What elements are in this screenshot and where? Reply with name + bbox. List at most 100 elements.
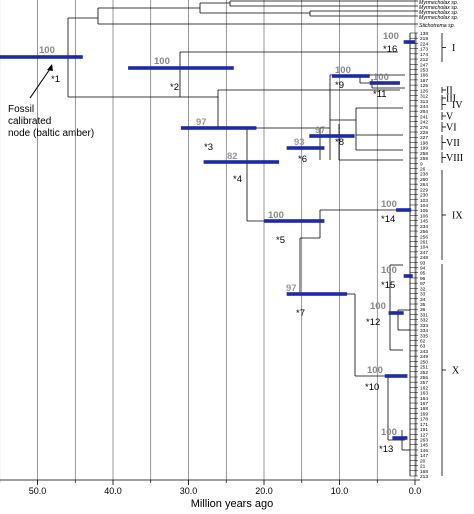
node-label: *16 [383, 44, 397, 55]
tip-label: 146 [420, 448, 428, 454]
tip-label: 213 [420, 474, 428, 480]
tree-branches [67, 0, 418, 477]
outgroup-label: Myrmecholax sp. [419, 10, 458, 16]
node-ci-bar [396, 208, 412, 212]
axis-tick-label: 20.0 [255, 486, 273, 496]
node-label: *2 [170, 82, 179, 93]
tip-label: 106 [420, 213, 428, 219]
fossil-label-line2: calibrated [8, 116, 51, 127]
tip-label: 247 [420, 250, 428, 256]
tip-label: 34 [420, 297, 426, 303]
axis-tick-label: 50.0 [29, 486, 47, 496]
tip-label: 9 [420, 161, 423, 167]
tip-label: 228 [420, 130, 428, 136]
tip-label: 191 [420, 427, 428, 433]
tip-label: 243 [420, 349, 428, 355]
tip-label: 21 [420, 464, 426, 470]
node-label: *6 [298, 154, 307, 165]
tip-label: 198 [420, 140, 428, 146]
tip-label: 312 [420, 94, 428, 100]
tip-label: 234 [420, 224, 428, 230]
node-label: *10 [365, 382, 379, 393]
tip-label: 126 [420, 88, 428, 94]
tip-label: 258 [420, 151, 428, 157]
tip-label: 178 [420, 417, 428, 423]
node-ci-bar [309, 134, 355, 138]
tip-label: 256 [420, 375, 428, 381]
node-support-value: 100 [39, 45, 55, 56]
clade-label: VII [446, 138, 460, 149]
node-ci-bar [388, 311, 404, 315]
axis-label: Million years ago [191, 498, 274, 510]
tip-label: 242 [420, 120, 428, 126]
tip-label: 26 [420, 167, 426, 173]
tip-label: 333 [420, 323, 428, 329]
node-support-value: 100 [381, 265, 397, 276]
node-support-value: 100 [381, 199, 397, 210]
outgroup-label: Myrmecholax sp. [419, 0, 458, 6]
tip-label: 33 [420, 292, 426, 298]
tip-label: 249 [420, 354, 428, 360]
node-label: *11 [373, 89, 387, 100]
axis-tick-label: 0.0 [409, 486, 422, 496]
fossil-arrow [29, 65, 53, 99]
outgroup-labels: Myrmecholax sp.Myrmecholax sp.Myrmechola… [419, 0, 458, 29]
tip-label: 248 [420, 255, 428, 261]
tip-label: 32 [420, 286, 426, 292]
tip-label: 257 [420, 380, 428, 386]
clade-label: VIII [446, 153, 463, 164]
tip-label: 230 [420, 193, 428, 199]
fossil-label-line1: Fossil [8, 104, 34, 115]
tip-label: 241 [420, 114, 428, 120]
tip-label: 335 [420, 333, 428, 339]
tip-label: 332 [420, 318, 428, 324]
node-support-value: 100 [373, 72, 389, 83]
tip-label: 264 [420, 109, 428, 115]
tip-label: 331 [420, 312, 428, 318]
confidence-bars [0, 40, 415, 440]
tip-label: 93 [420, 260, 426, 266]
node-ci-bar [403, 40, 415, 44]
tip-label: 138 [420, 31, 428, 37]
outgroup-label: Myrmecholax sp. [419, 5, 458, 11]
tip-label: 174 [420, 52, 428, 58]
tip-label: 168 [420, 406, 428, 412]
node-support-value: 100 [335, 65, 351, 76]
node-ci-bar [203, 160, 280, 164]
node-support-value: 100 [370, 301, 386, 312]
tip-label: 171 [420, 422, 428, 428]
node-ci-bar [369, 81, 400, 85]
tip-label: 334 [420, 328, 428, 334]
tip-label: 260 [420, 177, 428, 183]
node-label: *15 [381, 280, 395, 291]
tip-label: 20 [420, 458, 426, 464]
node-support-value: 93 [294, 137, 305, 148]
node-support-value: 100 [383, 31, 399, 42]
node-ci-bar [403, 274, 413, 278]
tip-label: 219 [420, 36, 428, 42]
node-ci-bar [0, 55, 83, 59]
tip-label: 97 [420, 281, 426, 287]
tip-label: 163 [420, 391, 428, 397]
tip-label: 250 [420, 359, 428, 365]
tip-label: 263 [420, 438, 428, 444]
tip-labels: 1382192241731742122472531661671251263123… [420, 31, 428, 480]
tip-label: 147 [420, 453, 428, 459]
axis-tick-label: 40.0 [104, 486, 122, 496]
clade-label: VI [446, 123, 457, 134]
tip-label: 36 [420, 307, 426, 313]
node-label: *9 [335, 80, 344, 91]
clade-label: IV [452, 100, 463, 111]
tip-label: 145 [420, 443, 428, 449]
node-ci-bar [384, 374, 408, 378]
fossil-arrowhead [47, 64, 53, 71]
tip-label: 104 [420, 245, 428, 251]
node-ci-bar [264, 219, 325, 223]
node-support-value: 97 [196, 117, 207, 128]
tip-label: 173 [420, 47, 428, 53]
tip-label: 199 [420, 146, 428, 152]
outgroup-label: Stichotrema sp. [419, 23, 455, 29]
node-label: *7 [296, 308, 305, 319]
